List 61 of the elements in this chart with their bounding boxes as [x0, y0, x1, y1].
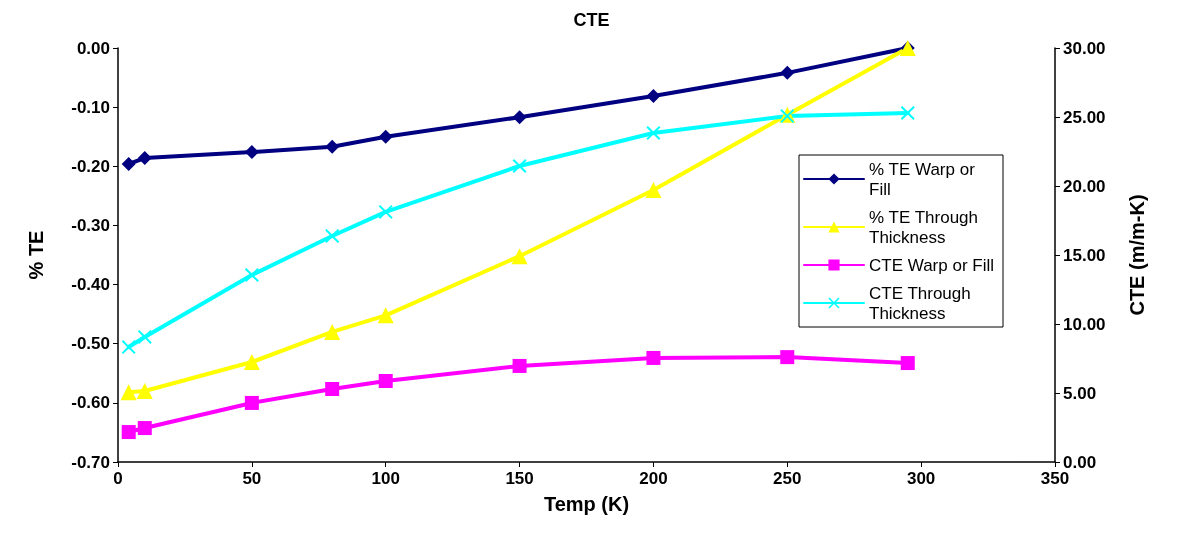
chart-title: CTE — [573, 10, 610, 30]
point — [137, 329, 152, 344]
x-tick-label: 250 — [773, 469, 802, 488]
x-axis-title: Temp (K) — [543, 493, 630, 515]
point — [646, 350, 661, 365]
point — [378, 129, 393, 144]
point — [900, 356, 915, 371]
point — [646, 88, 661, 103]
y2-axis-title: CTE (m/m-K) — [1126, 194, 1148, 316]
point — [136, 383, 153, 400]
point — [377, 307, 394, 324]
y-axis-title: % TE — [25, 230, 47, 280]
point — [325, 139, 340, 154]
y2-tick-label: 20.00 — [1063, 176, 1106, 196]
point — [121, 340, 136, 355]
point — [137, 151, 152, 166]
point — [325, 228, 340, 243]
y2-tick-label: 0.00 — [1063, 452, 1097, 472]
x-tick-label: 350 — [1040, 469, 1070, 488]
point — [512, 110, 527, 125]
x-tick-label: 0 — [113, 469, 123, 488]
point — [324, 323, 341, 340]
point — [121, 156, 136, 171]
legend-label: % TE Warp or Fill — [869, 159, 980, 199]
y-tick-label: -0.30 — [71, 215, 110, 235]
x-tick-label: 100 — [371, 469, 400, 488]
point — [900, 106, 915, 120]
point — [378, 373, 393, 388]
y-tick-label: -0.20 — [71, 156, 110, 176]
point — [244, 145, 259, 160]
point — [780, 350, 795, 365]
y-tick-label: -0.40 — [71, 275, 110, 295]
point — [121, 425, 136, 440]
y2-tick-label: 10.00 — [1063, 314, 1106, 334]
x-tick-label: 200 — [639, 469, 668, 488]
y-tick-label: -0.10 — [71, 97, 110, 117]
y-tick-label: -0.50 — [71, 334, 110, 354]
y-tick-label: -0.60 — [71, 393, 110, 413]
y2-tick-label: 15.00 — [1063, 245, 1106, 265]
point — [244, 268, 259, 283]
legend-label: CTE Warp or Fill — [869, 255, 994, 275]
y2-tick-label: 30.00 — [1063, 38, 1106, 58]
point — [325, 382, 340, 396]
point — [512, 358, 527, 373]
point — [378, 204, 393, 219]
x-tick-label: 50 — [242, 469, 262, 488]
point — [780, 65, 795, 80]
point — [511, 248, 528, 265]
y-tick-label: -0.70 — [71, 452, 110, 472]
y2-tick-label: 5.00 — [1063, 383, 1097, 403]
legend-label: CTE Through Thickness — [869, 283, 976, 323]
x-tick-label: 150 — [505, 469, 534, 488]
legend-label: % TE Through Thickness — [869, 207, 983, 247]
point — [137, 421, 152, 436]
point — [645, 181, 662, 198]
point — [244, 395, 259, 410]
point — [243, 354, 260, 371]
y2-tick-label: 25.00 — [1063, 107, 1106, 127]
y-tick-label: 0.00 — [76, 38, 110, 58]
point — [120, 384, 137, 401]
x-tick-label: 300 — [906, 469, 936, 488]
